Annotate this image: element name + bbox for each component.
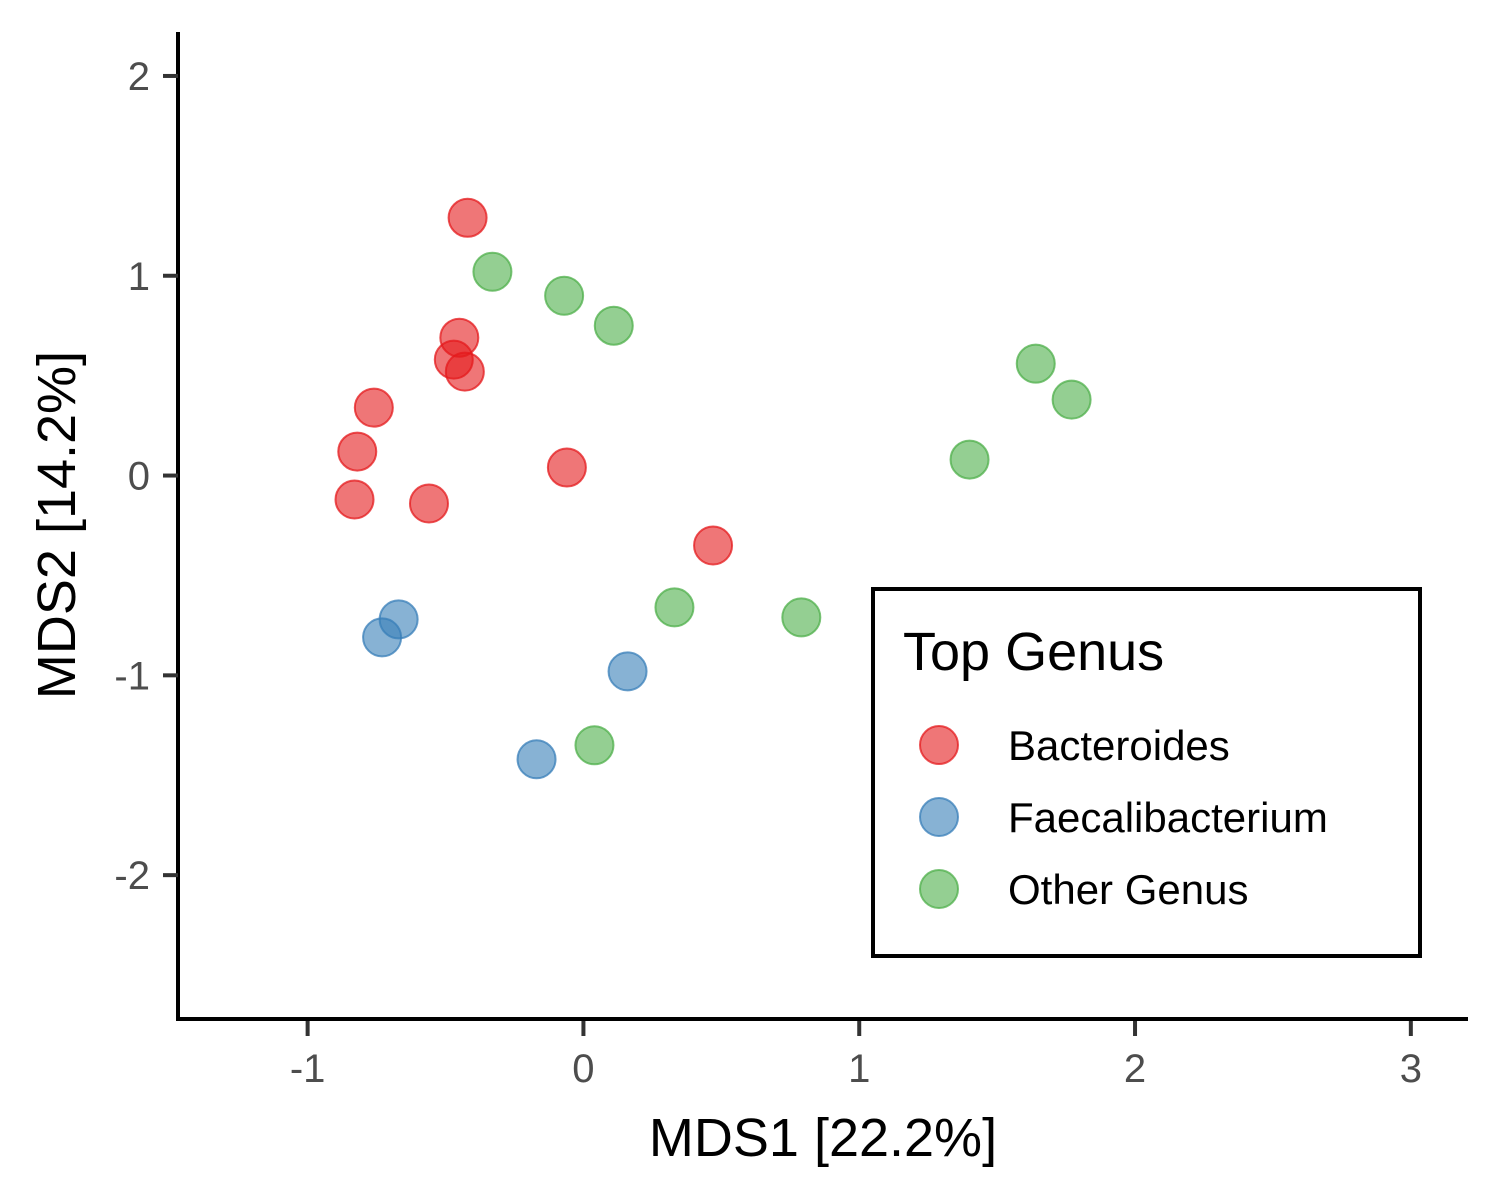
legend-box (871, 587, 1422, 958)
x-tick-label: 3 (1400, 1047, 1422, 1091)
legend-label: Bacteroides (1008, 722, 1230, 769)
legend-key (919, 869, 959, 909)
points-layer (334, 197, 1092, 780)
data-point (693, 525, 734, 566)
x-tick-label: 0 (572, 1047, 594, 1091)
data-point (607, 651, 648, 692)
x-tick-label: 1 (848, 1047, 870, 1091)
y-axis-title: MDS2 [14.2%] (27, 351, 87, 699)
legend-items: Bacteroides Faecalibacterium Other Genus (919, 722, 1328, 913)
x-axis-title: MDS1 [22.2%] (649, 1108, 997, 1168)
y-tick-label: 1 (128, 255, 150, 299)
data-point (444, 351, 485, 392)
x-tick-label: 2 (1124, 1047, 1146, 1091)
data-point (408, 483, 449, 524)
y-tick-label: 0 (128, 455, 150, 499)
x-tick-label: -1 (290, 1047, 326, 1091)
y-tick-label: -1 (114, 654, 150, 698)
y-tick-label: -2 (114, 854, 150, 898)
y-tick-label: 2 (128, 55, 150, 99)
data-point (546, 447, 587, 488)
data-point (353, 387, 394, 428)
data-point (593, 305, 634, 346)
legend-title: Top Genus (903, 622, 1164, 682)
data-point (447, 197, 488, 238)
data-point (337, 431, 378, 472)
legend-label: Faecalibacterium (1008, 794, 1328, 841)
data-point (949, 439, 990, 480)
legend: Top Genus Bacteroides Faecalibacterium Oth… (871, 587, 1422, 958)
data-point (516, 739, 557, 780)
x-ticks: -1 0 1 2 3 (290, 1021, 1422, 1091)
legend-label: Other Genus (1008, 866, 1248, 913)
data-point (472, 251, 513, 292)
data-point (654, 587, 695, 628)
data-point (574, 725, 615, 766)
data-point (781, 597, 822, 638)
y-ticks: -2 -1 0 1 2 (114, 55, 178, 898)
data-point (362, 617, 403, 658)
legend-key (919, 797, 959, 837)
data-point (544, 275, 585, 316)
data-point (1051, 379, 1092, 420)
data-point (1015, 343, 1056, 384)
data-point (334, 479, 375, 520)
legend-key (919, 725, 959, 765)
